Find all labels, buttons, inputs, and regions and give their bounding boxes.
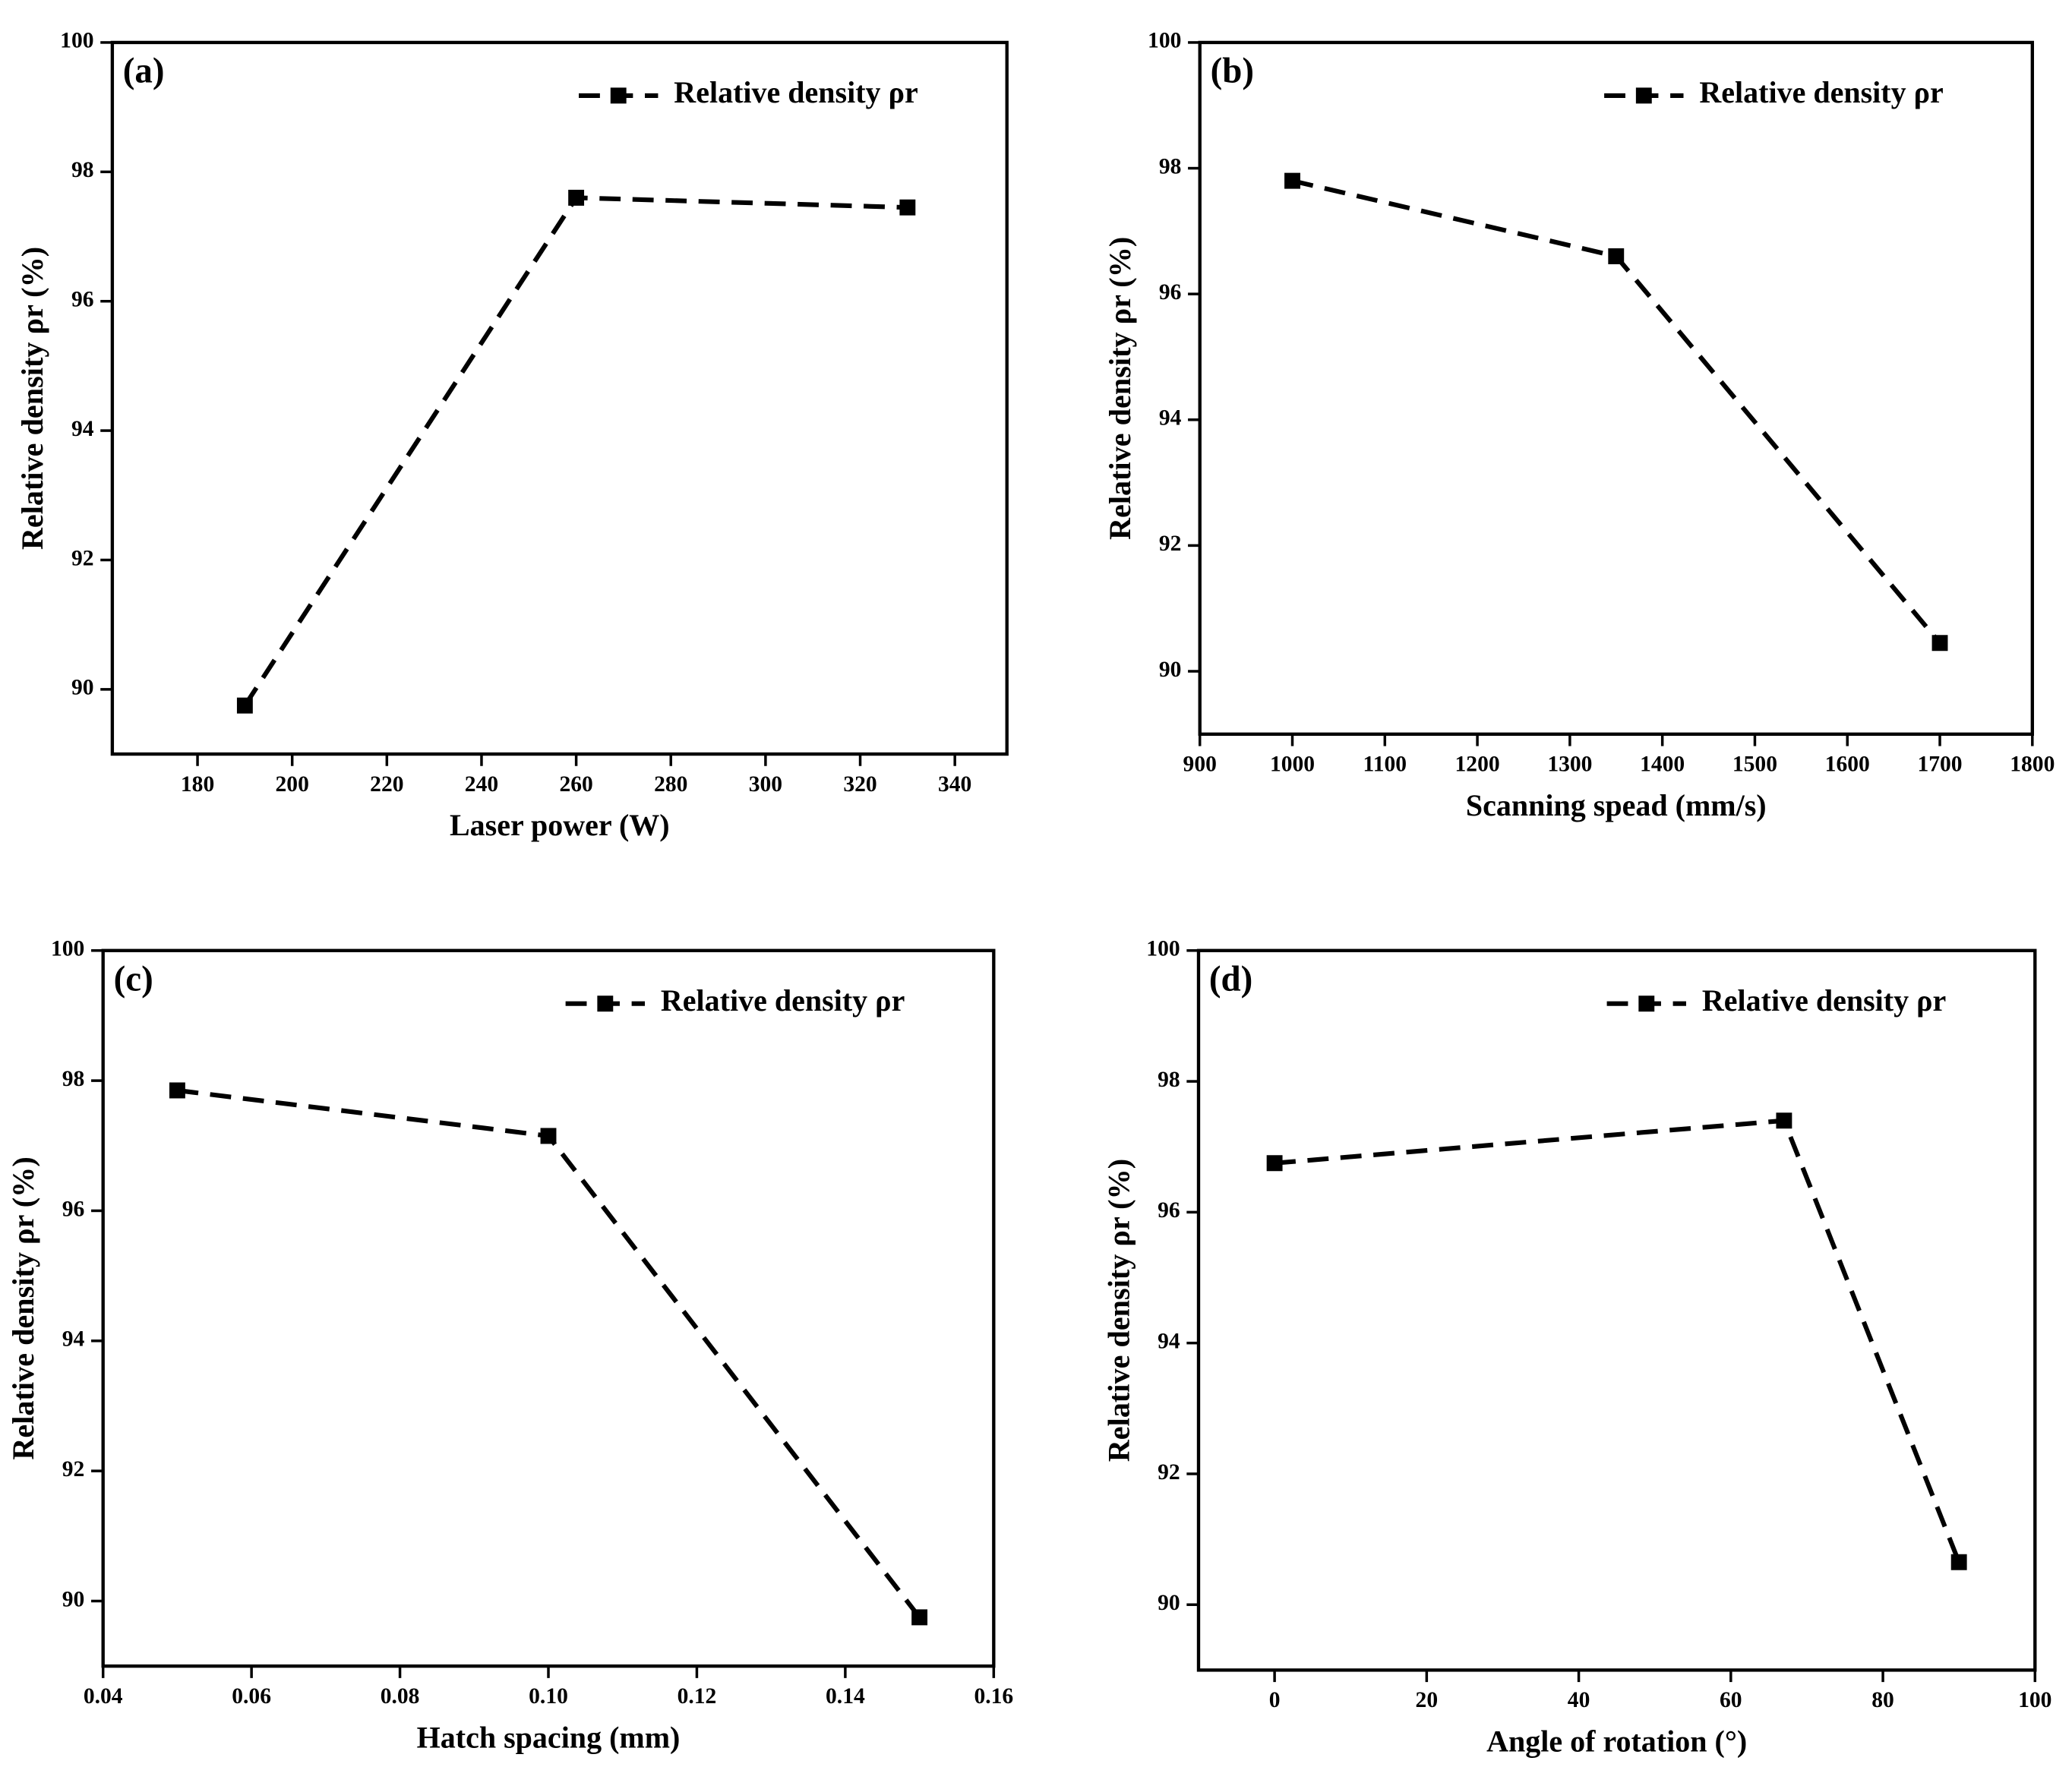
data-point	[1608, 248, 1625, 264]
legend-label: Relative density ρr	[674, 75, 918, 109]
y-tick-label: 98	[62, 1067, 85, 1091]
x-tick-label: 180	[181, 772, 214, 797]
panel-label: (c)	[114, 959, 153, 999]
x-tick-label: 0.12	[678, 1684, 717, 1709]
y-axis-title: Relative density ρr (%)	[6, 1156, 40, 1459]
data-point	[568, 189, 585, 206]
x-tick-label: 1100	[1363, 753, 1407, 777]
y-tick-label: 98	[71, 158, 94, 182]
y-tick-label: 90	[71, 676, 94, 700]
y-tick-label: 94	[71, 417, 94, 441]
panel-label: (a)	[123, 52, 165, 91]
x-tick-label: 1700	[1917, 753, 1962, 777]
x-tick-label: 1600	[1825, 753, 1870, 777]
y-axis-title: Relative density ρr (%)	[1103, 237, 1137, 540]
data-point	[1266, 1155, 1283, 1172]
x-axis-title: Laser power (W)	[450, 808, 670, 842]
plot-frame	[110, 40, 1009, 756]
x-tick-label: 0.04	[84, 1684, 123, 1709]
y-tick-label: 90	[62, 1587, 85, 1611]
y-tick-label: 92	[1159, 532, 1182, 556]
legend-marker	[1635, 87, 1652, 104]
data-point	[1931, 635, 1948, 652]
x-tick-label: 80	[1871, 1688, 1894, 1712]
x-tick-label: 240	[465, 772, 498, 797]
y-tick-label: 100	[1148, 29, 1181, 53]
panel-label: (d)	[1209, 959, 1252, 999]
data-point	[899, 199, 916, 216]
x-axis-title: Angle of rotation (°)	[1486, 1724, 1747, 1758]
data-point	[540, 1128, 557, 1144]
x-tick-label: 260	[559, 772, 592, 797]
x-tick-label: 280	[654, 772, 687, 797]
y-tick-label: 100	[51, 937, 84, 961]
x-tick-label: 40	[1568, 1688, 1590, 1712]
x-tick-label: 0.10	[529, 1684, 568, 1709]
y-tick-label: 90	[1158, 1591, 1180, 1615]
data-point	[911, 1609, 928, 1626]
x-tick-label: 1400	[1640, 753, 1685, 777]
x-tick-label: 1200	[1455, 753, 1500, 777]
y-tick-label: 92	[1158, 1460, 1180, 1485]
x-tick-label: 0	[1269, 1688, 1281, 1712]
y-tick-label: 94	[1158, 1329, 1180, 1353]
x-tick-label: 1000	[1270, 753, 1315, 777]
data-line	[177, 1087, 922, 1619]
legend-marker	[597, 996, 614, 1012]
data-point	[1950, 1554, 1967, 1570]
x-tick-label: 1500	[1732, 753, 1777, 777]
y-tick-label: 98	[1159, 154, 1182, 178]
x-tick-label: 20	[1416, 1688, 1439, 1712]
y-tick-label: 96	[71, 287, 94, 311]
x-tick-label: 60	[1720, 1688, 1742, 1712]
x-tick-label: 340	[938, 772, 971, 797]
y-tick-label: 92	[62, 1457, 85, 1481]
y-tick-label: 90	[1159, 658, 1182, 682]
y-axis-title: Relative density ρr (%)	[15, 247, 49, 550]
legend-label: Relative density ρr	[661, 983, 905, 1018]
x-tick-label: 900	[1183, 753, 1217, 777]
y-tick-label: 94	[62, 1327, 85, 1352]
data-point	[1284, 172, 1300, 189]
x-axis-title: Hatch spacing (mm)	[417, 1720, 681, 1754]
y-tick-label: 92	[71, 546, 94, 570]
x-tick-label: 300	[749, 772, 782, 797]
panel-label: (b)	[1211, 52, 1254, 91]
data-line	[242, 195, 908, 707]
data-point	[169, 1082, 185, 1099]
y-axis-title: Relative density ρr (%)	[1101, 1159, 1135, 1462]
x-tick-label: 0.06	[232, 1684, 271, 1709]
x-tick-label: 0.16	[974, 1684, 1013, 1709]
y-tick-label: 96	[1158, 1198, 1180, 1223]
x-tick-label: 1300	[1547, 753, 1592, 777]
legend-label: Relative density ρr	[1702, 983, 1946, 1018]
x-axis-title: Scanning spead (mm/s)	[1466, 788, 1767, 822]
plot-frame	[101, 948, 996, 1668]
data-line	[1274, 1118, 1961, 1563]
data-point	[236, 697, 253, 714]
legend-label: Relative density ρr	[1699, 75, 1943, 109]
y-tick-label: 98	[1158, 1068, 1180, 1092]
y-tick-label: 96	[1159, 280, 1182, 304]
x-tick-label: 220	[370, 772, 403, 797]
y-tick-label: 100	[1146, 937, 1180, 961]
y-tick-label: 100	[60, 29, 93, 53]
x-tick-label: 320	[843, 772, 876, 797]
legend-marker	[610, 87, 627, 104]
x-tick-label: 0.14	[826, 1684, 865, 1709]
plot-frame	[1196, 948, 2037, 1672]
y-tick-label: 96	[62, 1197, 85, 1221]
plot-frame	[1198, 40, 2034, 737]
x-tick-label: 100	[2018, 1688, 2051, 1712]
x-tick-label: 200	[276, 772, 309, 797]
x-tick-label: 1800	[2010, 753, 2055, 777]
data-point	[1776, 1112, 1792, 1129]
x-tick-label: 0.08	[381, 1684, 420, 1709]
y-tick-label: 94	[1159, 406, 1182, 431]
legend-marker	[1638, 996, 1655, 1012]
